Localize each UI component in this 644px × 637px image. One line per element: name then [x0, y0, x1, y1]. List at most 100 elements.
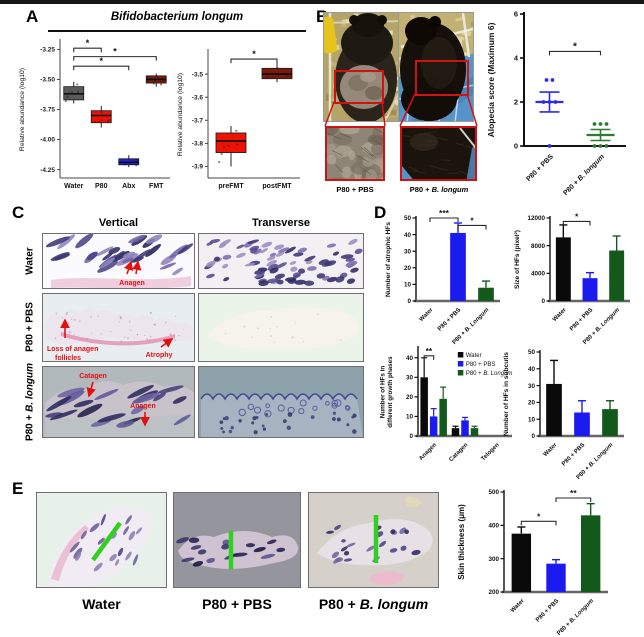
column-header-transverse: Transverse: [251, 217, 311, 229]
svg-text:4000: 4000: [531, 271, 546, 278]
svg-text:postFMT: postFMT: [262, 183, 292, 190]
svg-text:20: 20: [404, 265, 412, 272]
svg-text:Alopecia score (Maximum 6): Alopecia score (Maximum 6): [486, 22, 496, 137]
svg-text:Number of atrophic HFs: Number of atrophic HFs: [385, 222, 392, 297]
svg-text:P80 + B. Longum: P80 + B. Longum: [556, 598, 595, 637]
row-label-water: Water: [24, 247, 36, 275]
svg-text:Catagen: Catagen: [79, 373, 107, 380]
zoom-crop-p80-blongum: [400, 126, 477, 181]
section-caption-water: Water: [82, 596, 121, 612]
svg-text:-3.25: -3.25: [40, 47, 55, 54]
svg-text:P80 + PBS: P80 + PBS: [561, 442, 586, 467]
svg-text:P80 + PBS: P80 + PBS: [525, 153, 555, 183]
svg-text:-3.6: -3.6: [192, 94, 204, 101]
relative-abundance-groups-boxplot: -3.25 -3.50 -3.75 -4.00 -4.25 Relative abunda…: [19, 38, 170, 190]
svg-text:8000: 8000: [531, 243, 546, 250]
svg-text:-3.5: -3.5: [192, 71, 204, 78]
svg-text:Size of HFs (pixel²): Size of HFs (pixel²): [514, 230, 521, 289]
svg-text:0: 0: [409, 433, 413, 440]
row-label-p80-pbs: P80 + PBS: [24, 302, 36, 352]
svg-text:30: 30: [404, 248, 412, 255]
svg-text:Abx: Abx: [122, 183, 135, 190]
skin-thickness-bar-chart: 200 300 400 500 Skin thickness (μm) Water P80 …: [457, 488, 608, 637]
histology-blongum-vertical: Catagen Anagen: [42, 366, 195, 438]
svg-text:-4.25: -4.25: [40, 167, 55, 174]
svg-text:12000: 12000: [527, 215, 545, 222]
panel-a-label: A: [26, 7, 39, 26]
svg-text:50: 50: [404, 215, 412, 222]
svg-text:P80 + PBS: P80 + PBS: [569, 307, 594, 332]
svg-text:*: *: [113, 47, 117, 57]
svg-text:0: 0: [531, 433, 535, 440]
panel-c-label: C: [12, 203, 25, 222]
svg-text:-3.8: -3.8: [192, 141, 204, 148]
svg-text:*: *: [573, 41, 577, 52]
svg-text:Water: Water: [64, 183, 83, 190]
svg-text:-3.9: -3.9: [192, 164, 204, 171]
section-caption-p80-pbs: P80 + PBS: [202, 596, 272, 612]
svg-text:P80: P80: [95, 183, 108, 190]
svg-text:*: *: [99, 56, 103, 66]
svg-text:Water: Water: [466, 353, 482, 359]
svg-text:200: 200: [488, 589, 499, 596]
svg-text:4: 4: [514, 54, 519, 63]
svg-text:FMT: FMT: [149, 183, 164, 190]
svg-text:300: 300: [488, 556, 499, 563]
row-label-p80-blongum: P80 + B. longum: [24, 362, 36, 442]
svg-text:-3.7: -3.7: [192, 117, 204, 124]
svg-text:preFMT: preFMT: [218, 183, 244, 190]
svg-text:0: 0: [541, 298, 545, 305]
svg-text:follicles: follicles: [55, 355, 81, 362]
svg-text:6: 6: [514, 10, 518, 19]
svg-text:Number of HFs indifferent grow: Number of HFs indifferent growth phases: [379, 356, 394, 428]
svg-text:Number of HFs in subcutis: Number of HFs in subcutis: [503, 352, 510, 436]
top-border-bar: [0, 0, 644, 4]
svg-text:-3.75: -3.75: [40, 107, 55, 114]
hf-size-bar-chart: 0 4000 8000 12000 Size of HFs (pixel²) Water P…: [514, 211, 630, 346]
svg-text:10: 10: [406, 414, 414, 421]
svg-text:0: 0: [407, 298, 411, 305]
svg-text:Skin thickness (μm): Skin thickness (μm): [457, 504, 466, 580]
svg-text:-4.00: -4.00: [40, 137, 55, 144]
svg-text:-3.50: -3.50: [40, 77, 55, 84]
svg-text:Water: Water: [510, 598, 526, 614]
mouse-photo-p80-pbs: [323, 12, 405, 122]
svg-text:Relative abundance (log10): Relative abundance (log10): [19, 68, 26, 151]
svg-text:Catagen: Catagen: [448, 442, 469, 463]
svg-text:Water: Water: [543, 442, 559, 458]
svg-text:10: 10: [404, 282, 412, 289]
svg-text:10: 10: [528, 416, 536, 423]
svg-text:Atrophy: Atrophy: [146, 352, 173, 359]
skin-section-p80-blongum: [308, 492, 439, 588]
svg-text:40: 40: [406, 355, 414, 362]
title-underline: [48, 30, 306, 32]
svg-text:Loss of anagen: Loss of anagen: [47, 346, 98, 353]
svg-text:P80 + B. Longum: P80 + B. Longum: [466, 371, 513, 377]
hf-growth-phase-grouped-bar-chart: 0 10 20 30 40 Number of HFs indifferent growt…: [379, 346, 513, 463]
svg-text:400: 400: [488, 523, 499, 530]
svg-text:0: 0: [514, 142, 518, 151]
svg-text:Telogen: Telogen: [481, 442, 501, 462]
section-caption-p80-blongum: P80 + B. longum: [318, 596, 429, 612]
svg-text:*: *: [86, 38, 90, 48]
svg-text:*: *: [537, 511, 541, 521]
svg-text:20: 20: [528, 400, 536, 407]
histology-pbs-transverse: [198, 293, 364, 362]
svg-text:Anagen: Anagen: [119, 280, 145, 287]
svg-text:Water: Water: [552, 307, 568, 323]
panel-e-label: E: [12, 479, 24, 498]
panel-a-title: Bifidobacterium longum: [110, 11, 244, 23]
svg-text:30: 30: [406, 375, 414, 382]
mouse-photo-p80-blongum: [398, 12, 474, 122]
svg-text:*: *: [470, 215, 474, 225]
svg-text:**: **: [570, 488, 577, 498]
svg-text:50: 50: [528, 349, 536, 356]
svg-text:*: *: [252, 49, 256, 59]
atrophic-hfs-bar-chart: 0 10 20 30 40 50 Number of atrophic HFs Water P8…: [385, 208, 500, 346]
skin-section-water: [36, 492, 167, 588]
svg-text:*: *: [575, 211, 579, 221]
svg-text:P80 + PBS: P80 + PBS: [437, 307, 462, 332]
hf-subcutis-bar-chart: 0 10 20 30 40 50 Number of HFs in subcutis Wate…: [503, 349, 624, 481]
svg-text:20: 20: [406, 394, 414, 401]
